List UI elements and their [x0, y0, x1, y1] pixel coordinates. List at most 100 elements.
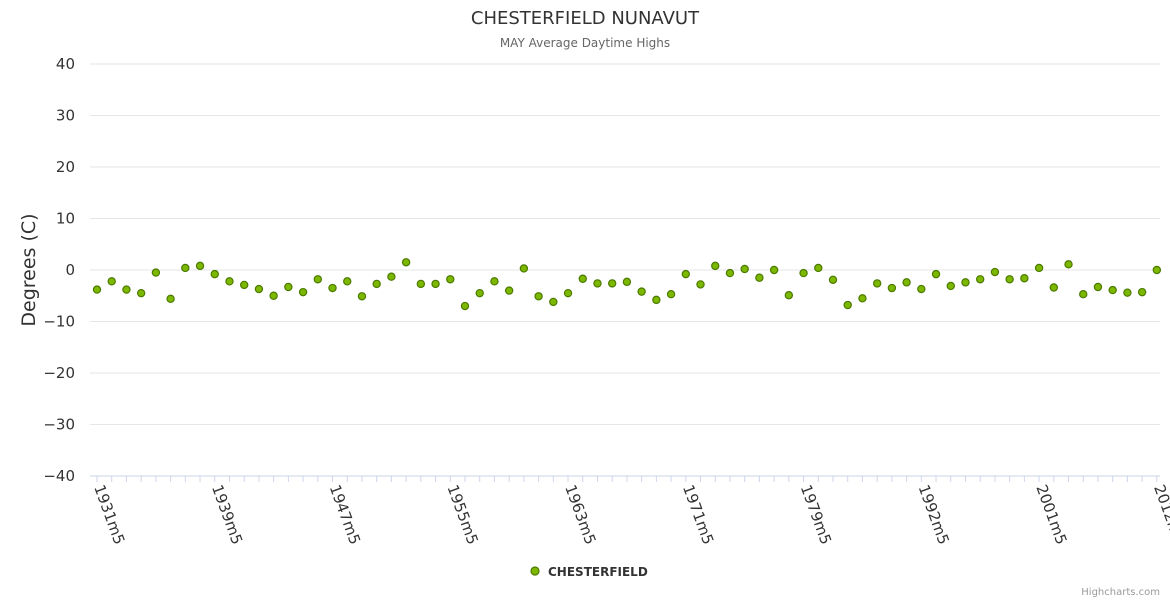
y-tick-label: 20 — [56, 158, 75, 176]
credits-link[interactable]: Highcharts.com — [1081, 587, 1160, 598]
data-point[interactable] — [1093, 282, 1103, 292]
data-point[interactable] — [504, 286, 514, 295]
data-point[interactable] — [666, 290, 676, 299]
data-point[interactable] — [696, 280, 705, 289]
y-tick-label: −10 — [43, 313, 75, 331]
data-point[interactable] — [446, 275, 455, 284]
y-tick-label: 0 — [65, 261, 75, 279]
data-point[interactable] — [769, 265, 779, 275]
data-point[interactable] — [711, 261, 720, 271]
data-point[interactable] — [1108, 285, 1117, 295]
data-point[interactable] — [1079, 290, 1088, 299]
data-point[interactable] — [931, 269, 941, 279]
data-point[interactable] — [814, 263, 823, 273]
legend-item-chesterfield[interactable]: CHESTERFIELD — [548, 565, 648, 579]
data-point[interactable] — [401, 258, 411, 267]
data-point[interactable] — [343, 277, 352, 286]
data-point[interactable] — [534, 292, 543, 301]
data-point[interactable] — [1152, 265, 1162, 275]
x-axis: 1931m5 1939m5 1947m5 1955m5 1963m5 1971m5 1979… — [90, 475, 1170, 547]
x-tick-label: 1931m5 — [90, 482, 128, 547]
data-point[interactable] — [1123, 288, 1132, 297]
data-point[interactable] — [372, 279, 381, 289]
chart-title: CHESTERFIELD NUNAVUT — [471, 8, 700, 29]
data-point[interactable] — [843, 300, 852, 310]
grid-lines — [90, 63, 1160, 425]
data-point[interactable] — [239, 280, 249, 290]
data-point[interactable] — [357, 292, 367, 301]
x-tick-label: 1955m5 — [444, 482, 482, 547]
data-point[interactable] — [828, 275, 838, 284]
data-point[interactable] — [254, 284, 264, 294]
data-point[interactable] — [622, 277, 632, 287]
data-point[interactable] — [990, 267, 1000, 277]
data-point[interactable] — [902, 278, 911, 287]
data-point[interactable] — [298, 287, 308, 297]
data-point[interactable] — [416, 279, 426, 289]
legend[interactable]: CHESTERFIELD — [530, 565, 648, 579]
x-tick-label: 1971m5 — [679, 482, 717, 547]
data-point[interactable] — [328, 283, 337, 293]
data-point[interactable] — [431, 279, 440, 289]
x-tick-label: 1963m5 — [561, 482, 599, 547]
x-tick-label: 1979m5 — [797, 482, 835, 547]
data-point[interactable] — [1034, 263, 1044, 273]
y-tick-label: −30 — [43, 416, 75, 434]
x-tick-label: 1947m5 — [326, 482, 364, 547]
data-point[interactable] — [740, 264, 749, 274]
data-point[interactable] — [872, 279, 882, 288]
y-tick-label: 40 — [56, 55, 75, 73]
data-point[interactable] — [784, 291, 794, 300]
data-point[interactable] — [637, 287, 646, 296]
x-tick-label: 2001m5 — [1032, 482, 1070, 547]
data-point[interactable] — [755, 273, 764, 282]
chart-subtitle: MAY Average Daytime Highs — [500, 36, 670, 50]
x-tick-label: 2012m5 — [1150, 482, 1170, 547]
data-point[interactable] — [166, 294, 175, 304]
data-point[interactable] — [151, 268, 161, 277]
y-tick-label: 10 — [56, 210, 75, 228]
data-point[interactable] — [210, 269, 219, 279]
data-point[interactable] — [578, 274, 587, 283]
data-point[interactable] — [681, 269, 691, 279]
data-point[interactable] — [122, 285, 131, 294]
data-point[interactable] — [593, 279, 602, 288]
data-point[interactable] — [858, 294, 867, 303]
data-point[interactable] — [1020, 274, 1029, 283]
data-point[interactable] — [387, 272, 396, 281]
data-point[interactable] — [269, 291, 278, 300]
data-point[interactable] — [490, 277, 499, 286]
data-point[interactable] — [1005, 275, 1014, 284]
data-point[interactable] — [195, 261, 205, 271]
data-point[interactable] — [961, 278, 970, 287]
data-point[interactable] — [519, 264, 529, 273]
data-point[interactable] — [181, 263, 190, 273]
data-point[interactable] — [1049, 283, 1059, 292]
data-point[interactable] — [652, 295, 661, 305]
data-point[interactable] — [563, 288, 573, 298]
data-point[interactable] — [799, 268, 808, 278]
y-axis-ticks: 40 30 20 10 0 −10 −20 −30 −40 — [43, 55, 75, 485]
y-tick-label: −20 — [43, 364, 75, 382]
data-point[interactable] — [475, 288, 484, 298]
data-point[interactable] — [549, 297, 558, 307]
data-point[interactable] — [225, 277, 234, 286]
data-point[interactable] — [92, 285, 102, 294]
data-point[interactable] — [460, 301, 470, 311]
data-point[interactable] — [313, 275, 322, 284]
data-point[interactable] — [1137, 287, 1147, 297]
data-point[interactable] — [887, 283, 897, 293]
data-point[interactable] — [725, 268, 735, 278]
data-point[interactable] — [284, 282, 293, 292]
data-point[interactable] — [107, 277, 116, 286]
data-point[interactable] — [608, 279, 617, 288]
legend-marker-icon — [530, 566, 540, 576]
data-point[interactable] — [946, 281, 955, 291]
data-point[interactable] — [1064, 260, 1073, 269]
data-point[interactable] — [917, 284, 926, 294]
x-tick-label: 1939m5 — [208, 482, 246, 547]
data-point[interactable] — [136, 288, 146, 298]
data-point[interactable] — [976, 275, 985, 284]
